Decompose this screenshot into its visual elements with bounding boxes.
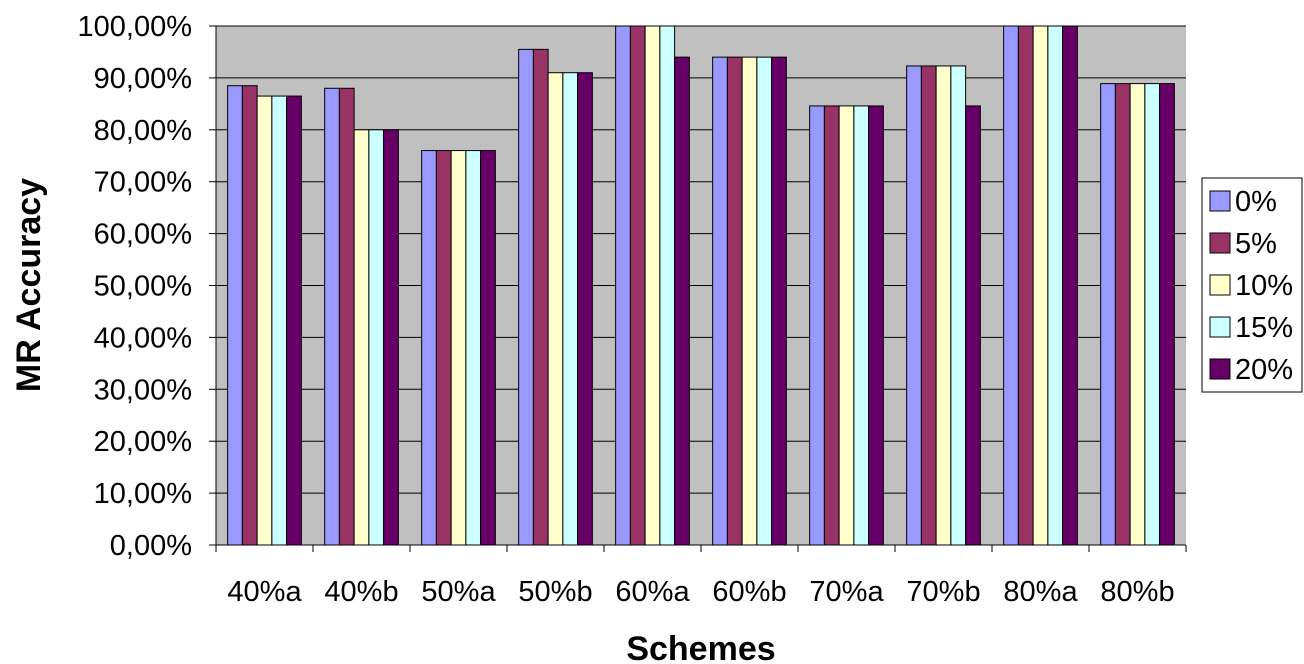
legend-swatch	[1209, 190, 1231, 212]
x-axis-title: Schemes	[626, 630, 775, 664]
y-tick-labels: 0,00% 10,00% 20,00% 30,00% 40,00% 50,00% 60,00…	[78, 11, 193, 562]
y-tick-label: 60,00%	[94, 219, 192, 251]
bar	[1017, 25, 1034, 546]
x-tick-label: 50%a	[421, 576, 496, 608]
bar	[868, 105, 884, 546]
bar	[227, 85, 243, 546]
bar	[853, 105, 870, 546]
legend: 0% 5% 10% 15% 20%	[1201, 177, 1303, 393]
bar	[480, 150, 496, 546]
x-tick-label: 60%a	[615, 576, 690, 608]
legend-label: 5%	[1235, 228, 1277, 260]
bar	[465, 150, 482, 546]
y-tick-label: 80,00%	[94, 115, 192, 147]
bar	[838, 105, 855, 546]
axes	[215, 26, 1186, 546]
bar	[771, 56, 787, 546]
bar	[324, 87, 340, 546]
bar	[756, 56, 773, 546]
bar	[577, 72, 593, 546]
bar	[920, 65, 937, 546]
y-axis-title: MR Accuracy	[10, 178, 48, 392]
legend-label: 10%	[1235, 270, 1293, 302]
bar	[935, 65, 952, 546]
x-tick-label: 40%a	[227, 576, 302, 608]
bar	[368, 129, 385, 546]
bar	[421, 150, 437, 546]
legend-swatch	[1209, 358, 1231, 380]
bar	[741, 56, 758, 546]
bar	[965, 105, 981, 546]
x-tick-label: 60%b	[712, 576, 786, 608]
y-tick-label: 70,00%	[94, 167, 192, 199]
bar	[241, 85, 258, 546]
x-tick-label: 80%b	[1100, 576, 1174, 608]
x-tick-label: 40%b	[324, 576, 398, 608]
bar	[383, 129, 399, 546]
y-tick-label: 40,00%	[94, 322, 192, 354]
bar	[1114, 83, 1131, 546]
bar	[338, 87, 355, 546]
x-tick-labels: 40%a 40%b 50%a 50%b 60%a 60%b 70%a 70%b 80%a 80%b	[227, 576, 1174, 608]
legend-label: 0%	[1235, 186, 1277, 218]
bar	[1100, 83, 1116, 546]
bar	[1062, 25, 1078, 546]
bar	[1032, 25, 1049, 546]
bar	[435, 150, 452, 546]
bar	[1047, 25, 1064, 546]
bar	[726, 56, 743, 546]
legend-swatch	[1209, 232, 1231, 254]
bar	[674, 56, 690, 546]
bar	[1003, 25, 1019, 546]
bar	[1159, 83, 1175, 546]
legend-label: 20%	[1235, 354, 1293, 386]
y-tick-label: 50,00%	[94, 271, 192, 303]
bar	[518, 48, 534, 546]
bar	[547, 72, 564, 546]
bar	[562, 72, 579, 546]
legend-label: 15%	[1235, 312, 1293, 344]
x-tick-label: 70%a	[809, 576, 884, 608]
bar	[950, 65, 967, 546]
x-tick-label: 70%b	[906, 576, 980, 608]
bar	[644, 25, 661, 546]
bars	[227, 25, 1175, 546]
bar	[532, 48, 549, 546]
bar	[823, 105, 840, 546]
x-tick-label: 80%a	[1003, 576, 1078, 608]
bar	[271, 95, 288, 546]
legend-swatch	[1209, 316, 1231, 338]
y-tick-label: 10,00%	[94, 478, 192, 510]
bar	[450, 150, 467, 546]
bar	[1144, 83, 1161, 546]
y-tick-label: 90,00%	[94, 63, 192, 95]
bar	[353, 129, 370, 546]
bar	[615, 25, 631, 546]
bar	[659, 25, 676, 546]
y-tick-label: 30,00%	[94, 374, 192, 406]
x-tick-label: 50%b	[518, 576, 592, 608]
y-tick-label: 0,00%	[110, 530, 192, 562]
y-tick-label: 20,00%	[94, 426, 192, 458]
y-tick-label: 100,00%	[78, 11, 193, 43]
bar	[286, 95, 302, 546]
bar	[1129, 83, 1146, 546]
bar	[629, 25, 646, 546]
legend-swatch	[1209, 274, 1231, 296]
bar	[809, 105, 825, 546]
bar	[256, 95, 273, 546]
bar	[712, 56, 728, 546]
bar	[906, 65, 922, 546]
